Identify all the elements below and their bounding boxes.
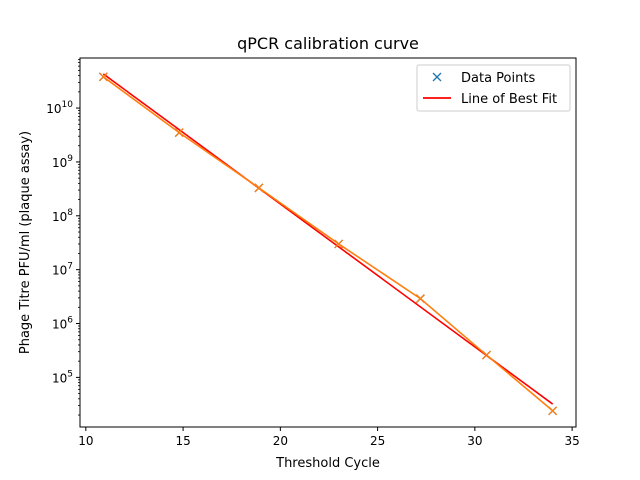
- y-axis-label: Phage Titre PFU/ml (plaque assay): [18, 131, 33, 354]
- y-tick-label: 1010: [46, 100, 73, 116]
- legend-label: Line of Best Fit: [461, 92, 557, 107]
- x-tick-label: 15: [175, 434, 190, 448]
- y-tick-label: 108: [52, 208, 73, 224]
- legend: Data Points Line of Best Fit: [416, 64, 571, 112]
- connecting-line-marker: [254, 183, 264, 193]
- x-tick-label: 25: [370, 434, 385, 448]
- y-tick-label: 107: [52, 262, 73, 278]
- connecting-line-marker: [334, 239, 344, 249]
- x-tick-label: 35: [564, 434, 579, 448]
- plot-area: [98, 72, 558, 416]
- chart-title: qPCR calibration curve: [237, 34, 419, 53]
- y-tick-label: 106: [52, 316, 73, 332]
- legend-marker: [432, 72, 442, 82]
- legend-box: [416, 64, 571, 112]
- y-tick-label: 105: [52, 369, 73, 385]
- x-axis: 10 15 20 25 30 35: [78, 427, 580, 448]
- connecting-line-marker: [174, 128, 184, 138]
- connecting-line-marker: [98, 72, 108, 82]
- connecting-line-marker: [415, 294, 425, 304]
- x-axis-label: Threshold Cycle: [275, 456, 380, 471]
- legend-item: Line of Best Fit: [423, 92, 557, 107]
- y-axis: 105 106 107 108 109 1010: [46, 59, 80, 416]
- x-tick-label: 20: [273, 434, 288, 448]
- x-tick-label: 10: [78, 434, 93, 448]
- connecting-line-marker: [548, 406, 558, 416]
- legend-label: Data Points: [461, 71, 535, 86]
- y-tick-label: 109: [52, 154, 73, 170]
- best-fit-line: [102, 73, 554, 405]
- axes-frame: [79, 57, 577, 428]
- x-tick-label: 30: [467, 434, 482, 448]
- connecting-line-marker: [482, 350, 491, 360]
- legend-item: Data Points: [432, 71, 535, 86]
